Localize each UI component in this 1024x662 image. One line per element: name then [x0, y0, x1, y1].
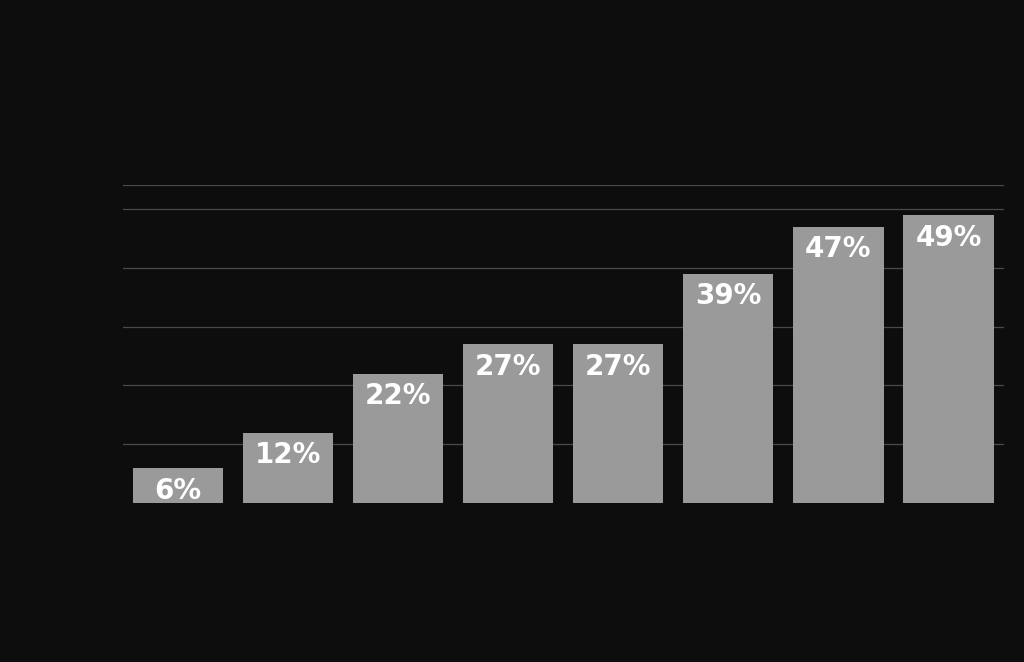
Text: 22%: 22% [365, 383, 431, 410]
Bar [353, 373, 443, 503]
Bar [794, 226, 884, 503]
Bar [243, 432, 333, 503]
Text: 27%: 27% [585, 353, 651, 381]
Text: 49%: 49% [915, 224, 982, 252]
Text: 6%: 6% [155, 477, 202, 504]
Bar [573, 344, 664, 503]
Bar [133, 468, 223, 503]
Bar [463, 344, 553, 503]
Bar [903, 214, 993, 503]
Text: 39%: 39% [695, 283, 762, 310]
Text: 47%: 47% [805, 236, 871, 263]
Bar [683, 273, 773, 503]
Text: 27%: 27% [475, 353, 542, 381]
Text: 12%: 12% [255, 442, 322, 469]
